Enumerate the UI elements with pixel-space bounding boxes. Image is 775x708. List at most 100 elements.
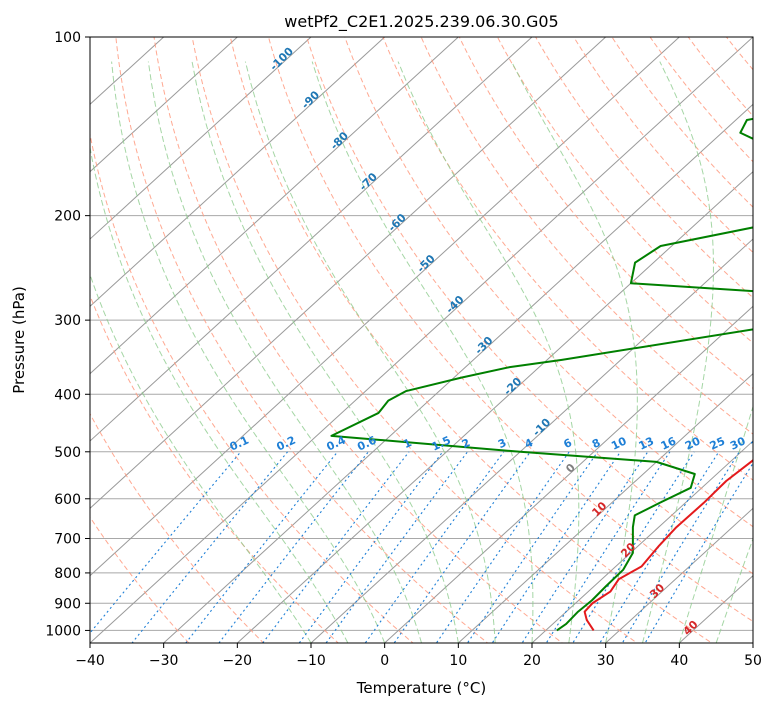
adiabat-label: -30 — [472, 334, 495, 357]
dry-adiabat-line — [90, 412, 265, 643]
dry-adiabat-line — [611, 37, 753, 208]
x-tick-label: 40 — [670, 653, 688, 669]
x-tick-label: −40 — [75, 653, 105, 669]
isotherm-line — [90, 37, 386, 308]
isotherm-line — [90, 37, 312, 240]
dry-adiabat-line — [382, 37, 753, 481]
isotherm-line — [605, 507, 753, 643]
x-tick-label: −20 — [223, 653, 253, 669]
moist-adiabat-line — [311, 61, 534, 643]
adiabat-label: -70 — [357, 170, 380, 193]
moist-adiabat-line — [397, 61, 580, 643]
y-tick-label: 1000 — [45, 623, 81, 639]
dry-adiabat-line — [573, 37, 753, 254]
dry-adiabat-line — [420, 37, 753, 435]
dry-adiabat-line — [191, 37, 638, 643]
adiabat-label: -50 — [414, 252, 437, 275]
y-tick-label: 400 — [54, 387, 81, 403]
dry-adiabat-line — [306, 37, 753, 575]
mixing-ratio-line — [435, 451, 570, 643]
adiabat-label: 20 — [618, 540, 638, 560]
y-tick-label: 300 — [54, 313, 81, 329]
dry-adiabat-line — [90, 516, 190, 643]
x-axis-label: Temperature (°C) — [356, 679, 486, 697]
moist-adiabat-line — [191, 61, 459, 643]
mixing-ratio-label: 36 — [749, 434, 769, 452]
mixing-ratio-label: 1.5 — [430, 434, 453, 454]
moist-adiabat-line — [642, 61, 714, 643]
series-layer — [330, 117, 753, 632]
adiabat-label: 10 — [589, 499, 609, 519]
isotherm-line — [90, 37, 238, 173]
mixing-ratio-line — [521, 451, 649, 643]
x-tick-label: 50 — [744, 653, 762, 669]
dry-adiabat-line — [90, 294, 339, 643]
mixing-ratio-label: 2 — [460, 436, 472, 451]
mixing-ratio-line — [572, 451, 695, 643]
mixing-ratio-line — [466, 451, 599, 643]
isotherm-line — [752, 642, 753, 643]
dry-adiabat-line — [344, 37, 753, 528]
adiabat-label: -40 — [443, 293, 466, 316]
x-tick-label: −30 — [149, 653, 179, 669]
moist-adiabat-line — [511, 61, 638, 643]
moist-adiabat-line — [678, 404, 753, 643]
dewpoint-profile — [330, 117, 753, 632]
x-tick-label: 20 — [523, 653, 541, 669]
isotherm-line — [236, 170, 753, 643]
mixing-ratio-label: 25 — [708, 434, 727, 452]
plot-frame — [89, 36, 754, 644]
y-tick-label: 600 — [54, 492, 81, 508]
y-tick-label: 800 — [54, 566, 81, 582]
y-tick-label: 700 — [54, 532, 81, 548]
mixing-ratio-line — [393, 451, 531, 643]
dry-adiabat-line — [649, 37, 753, 163]
mixing-ratio-label: 10 — [609, 434, 629, 452]
mixing-ratio-line — [298, 451, 444, 643]
axes-layer: −40 −30 −20 −10 0 10 20 30 40 5010020030040050060… — [45, 30, 762, 669]
moist-adiabat-line — [147, 61, 422, 643]
x-tick-label: 0 — [380, 653, 389, 669]
dry-adiabat-line — [90, 131, 414, 643]
mixing-ratio-line — [185, 451, 338, 643]
adiabat-label: -10 — [530, 416, 553, 439]
mixing-ratio-line — [325, 451, 468, 643]
chart-title: wetPf2_C2E1.2025.239.06.30.G05 — [284, 12, 558, 32]
adiabat-label: -80 — [328, 129, 351, 152]
mixing-ratio-line — [131, 451, 289, 643]
mixing-ratio-label: 0.6 — [355, 433, 378, 453]
mixing-ratio-line — [90, 451, 242, 634]
mixing-ratio-label: 4 — [523, 436, 536, 451]
dry-adiabat-line — [725, 37, 753, 71]
isotherm-line — [90, 37, 533, 442]
y-axis-label: Pressure (hPa) — [10, 286, 28, 394]
x-tick-label: −10 — [296, 653, 326, 669]
dry-adiabat-line — [743, 10, 775, 655]
dry-adiabat-line — [687, 37, 753, 117]
isotherm-line — [90, 37, 753, 643]
y-tick-label: 100 — [54, 30, 81, 46]
isotherm-line — [163, 103, 753, 643]
mixing-ratio-line — [364, 451, 505, 643]
dry-adiabat-line — [229, 37, 713, 643]
mixing-ratio-line — [491, 451, 621, 643]
dry-adiabat-line — [268, 37, 753, 623]
isotherm-line — [90, 37, 680, 577]
temperature-profile — [583, 459, 753, 631]
moist-adiabat-line — [715, 537, 753, 643]
adiabat-label: -90 — [299, 88, 322, 111]
mixing-ratio-label: 16 — [659, 434, 679, 452]
mixing-ratio-label: 0.2 — [275, 434, 298, 454]
isotherm-line — [384, 305, 753, 643]
isotherm-line — [90, 37, 607, 510]
dry-adiabat-line — [535, 37, 753, 299]
mixing-ratio-label: 30 — [728, 434, 748, 452]
moist-adiabat-line — [90, 273, 312, 643]
label-layer: 0.1 0.2 0.4 0.6 1 1.5 2 3 4 6 8 10 13 16 20 25 30 36-100-… — [228, 45, 769, 638]
moist-adiabat-line — [90, 144, 349, 643]
adiabat-label: 30 — [647, 581, 667, 601]
isotherm-line — [457, 372, 753, 643]
moist-adiabat-line — [111, 61, 386, 643]
isotherm-line — [531, 440, 753, 643]
